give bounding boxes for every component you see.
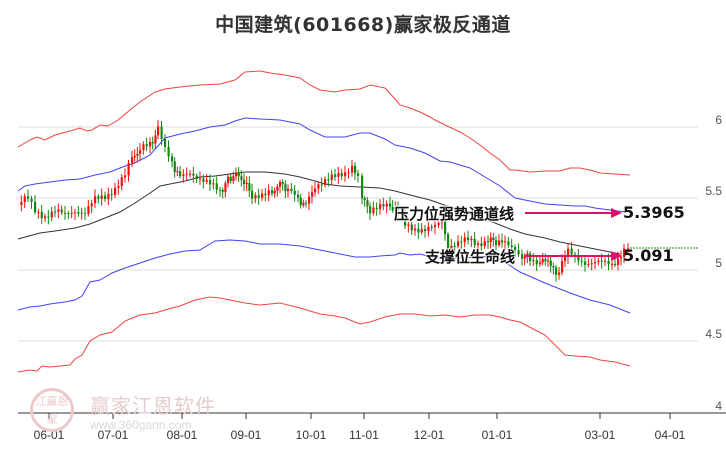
y-tick-4-5: 4.5 xyxy=(705,327,722,341)
watermark-logo: 江赢恩家 xyxy=(30,388,74,432)
x-tick: 12-01 xyxy=(413,428,445,442)
watermark-brand: 赢家江恩软件 xyxy=(90,394,216,418)
gridlines xyxy=(18,126,698,342)
support-arrow xyxy=(525,251,622,261)
chart-title: 中国建筑(601668)赢家极反通道 xyxy=(215,14,511,36)
x-axis xyxy=(18,412,726,419)
x-tick: 07-01 xyxy=(97,428,129,442)
x-tick: 11-01 xyxy=(349,428,379,442)
x-tick: 06-01 xyxy=(33,428,65,442)
x-tick: 01-01 xyxy=(481,428,513,442)
candlesticks xyxy=(20,120,630,282)
x-tick: 10-01 xyxy=(295,428,327,442)
x-tick: 03-01 xyxy=(584,428,616,442)
upper-red-band xyxy=(17,70,631,176)
pressure-arrow xyxy=(525,208,622,218)
watermark-url: www.360gann.com xyxy=(90,418,192,432)
x-tick: 08-01 xyxy=(166,428,198,442)
lower-red-band xyxy=(17,296,631,373)
pressure-line-label: 压力位强势通道线 xyxy=(394,205,515,223)
lower-blue-band xyxy=(17,239,631,314)
y-tick-5-5: 5.5 xyxy=(705,184,722,198)
y-tick-6: 6 xyxy=(715,113,722,127)
x-tick: 09-01 xyxy=(230,428,262,442)
support-line-label: 支撑位生命线 xyxy=(425,248,516,266)
middle-channel-line xyxy=(17,171,621,255)
y-tick-5: 5 xyxy=(715,256,722,270)
y-tick-4: 4 xyxy=(715,399,722,413)
x-tick: 04-01 xyxy=(654,428,686,442)
upper-blue-band xyxy=(17,117,626,213)
pressure-line-value: 5.3965 xyxy=(623,203,685,222)
support-line-value: 5.091 xyxy=(623,246,674,265)
